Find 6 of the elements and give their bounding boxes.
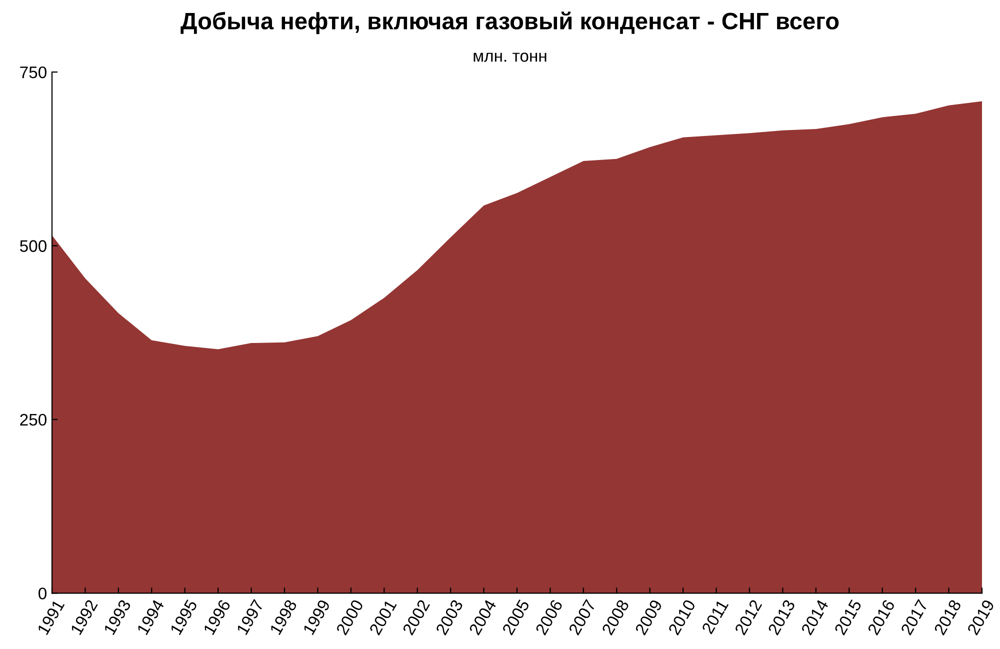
chart-title: Добыча нефти, включая газовый конденсат - СНГ всего	[180, 12, 839, 34]
y-tick-label: 750	[20, 66, 46, 78]
chart-subtitle: млн. тонн	[474, 52, 546, 62]
y-tick-label: 250	[20, 414, 46, 426]
y-tick-label: 500	[20, 240, 46, 252]
y-tick-label: 0	[38, 588, 46, 600]
